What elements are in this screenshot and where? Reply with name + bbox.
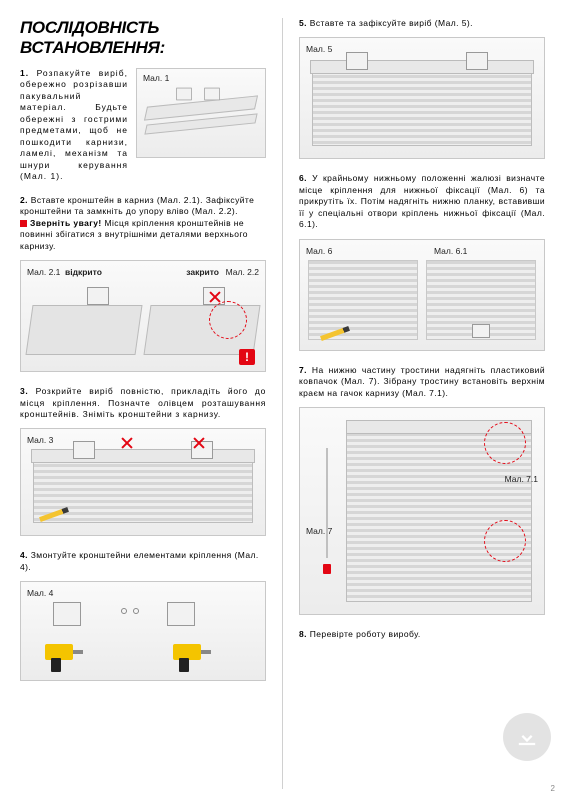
- drill-icon: [45, 644, 85, 672]
- figure-7-label: Мал. 7: [306, 526, 332, 536]
- figure-22-label: Мал. 2.2: [226, 267, 259, 277]
- download-icon[interactable]: [503, 713, 551, 761]
- figure-5-label: Мал. 5: [306, 44, 332, 54]
- column-divider: [282, 18, 283, 789]
- figure-4-label: Мал. 4: [27, 588, 53, 598]
- step-2-text: 2. Вставте кронштейн в карниз (Мал. 2.1)…: [20, 195, 266, 252]
- step-3-text: 3. Розкрийте виріб повністю, прикладіть …: [20, 386, 266, 420]
- step-1-text: 1. Розпакуйте виріб, обережно розрізавши…: [20, 68, 128, 183]
- step-5-text: 5. Вставте та зафіксуйте виріб (Мал. 5).: [299, 18, 545, 29]
- cross-icon: [121, 437, 133, 449]
- page-number: 2: [551, 784, 555, 793]
- step-4-text: 4. Змонтуйте кронштейни елементами кріпл…: [20, 550, 266, 573]
- wand: [326, 448, 328, 558]
- figure-1-label: Мал. 1: [143, 73, 169, 83]
- figure-5: Мал. 5: [299, 37, 545, 159]
- cross-icon: [193, 437, 205, 449]
- warning-badge: !: [239, 349, 255, 365]
- figure-61-label: Мал. 6.1: [434, 246, 467, 256]
- wand-cap-icon: [323, 564, 331, 574]
- left-column: ПОСЛІДОВНІСТЬ ВСТАНОВЛЕННЯ: 1. Розпакуйт…: [20, 18, 266, 789]
- cross-icon: [209, 291, 221, 303]
- figure-closed-label: закрито: [186, 267, 219, 277]
- figure-71-label: Мал. 7.1: [505, 474, 538, 484]
- warning-icon: [20, 220, 27, 227]
- step-7-text: 7. На нижню частину тростини надягніть п…: [299, 365, 545, 399]
- page-title: ПОСЛІДОВНІСТЬ ВСТАНОВЛЕННЯ:: [20, 18, 266, 58]
- step-6-text: 6. У крайньому нижньому положенні жалюзі…: [299, 173, 545, 230]
- figure-1: Мал. 1: [136, 68, 266, 158]
- figure-7: Мал. 7 Мал. 7.1: [299, 407, 545, 615]
- figure-3: Мал. 3: [20, 428, 266, 536]
- step-8-text: 8. Перевірте роботу виробу.: [299, 629, 545, 640]
- figure-6-label: Мал. 6: [306, 246, 332, 256]
- page: ПОСЛІДОВНІСТЬ ВСТАНОВЛЕННЯ: 1. Розпакуйт…: [0, 0, 565, 799]
- figure-2: Мал. 2.1 відкрито Мал. 2.2 закрито !: [20, 260, 266, 372]
- figure-6: Мал. 6 Мал. 6.1: [299, 239, 545, 351]
- drill-icon: [173, 644, 213, 672]
- right-column: 5. Вставте та зафіксуйте виріб (Мал. 5).…: [299, 18, 545, 789]
- figure-4: Мал. 4: [20, 581, 266, 681]
- figure-21-label: Мал. 2.1: [27, 267, 60, 277]
- step-1-row: 1. Розпакуйте виріб, обережно розрізавши…: [20, 68, 266, 183]
- figure-3-label: Мал. 3: [27, 435, 53, 445]
- figure-open-label: відкрито: [65, 267, 102, 277]
